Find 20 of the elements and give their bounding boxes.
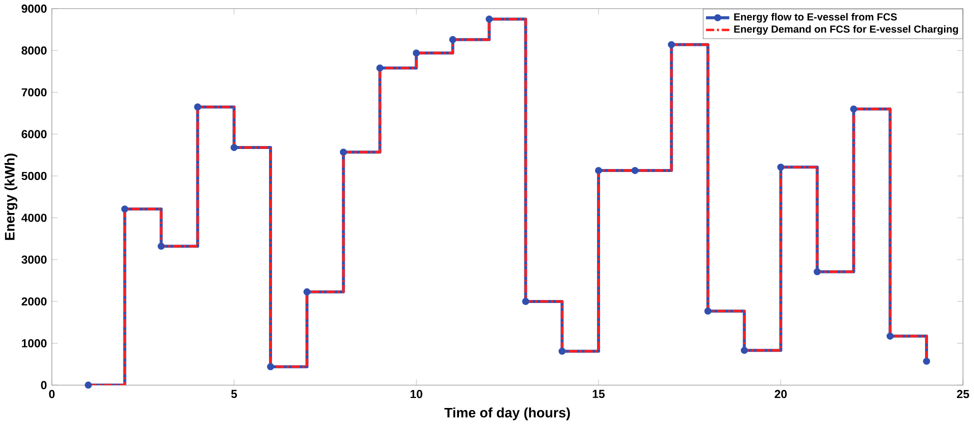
y-tick-label: 0 (41, 381, 47, 390)
y-axis-title: Energy (kWh) (4, 154, 18, 240)
x-tick-label: 25 (956, 390, 970, 398)
y-tick-label: 5000 (22, 172, 47, 180)
x-tick-label: 0 (49, 390, 55, 398)
y-tick-label: 1000 (22, 339, 47, 348)
x-tick-label: 10 (410, 390, 422, 398)
y-tick-label: 4000 (21, 214, 47, 222)
y-tick-label: 3000 (21, 256, 47, 264)
x-tick-label: 5 (231, 390, 237, 398)
legend-label: Energy flow to E-vessel from FCS (734, 13, 897, 23)
x-tick-label: 15 (592, 390, 605, 398)
y-tick-label: 6000 (22, 130, 47, 138)
y-tick-label: 9000 (22, 4, 47, 13)
legend-label: Energy Demand on FCS for E-vessel Charging (734, 25, 958, 35)
y-tick-label: 2000 (22, 297, 47, 306)
x-tick-label: 20 (774, 390, 787, 398)
x-axis-title: Time of day (hours) (444, 408, 570, 420)
y-tick-label: 8000 (22, 46, 47, 55)
y-tick-label: 7000 (22, 88, 47, 97)
